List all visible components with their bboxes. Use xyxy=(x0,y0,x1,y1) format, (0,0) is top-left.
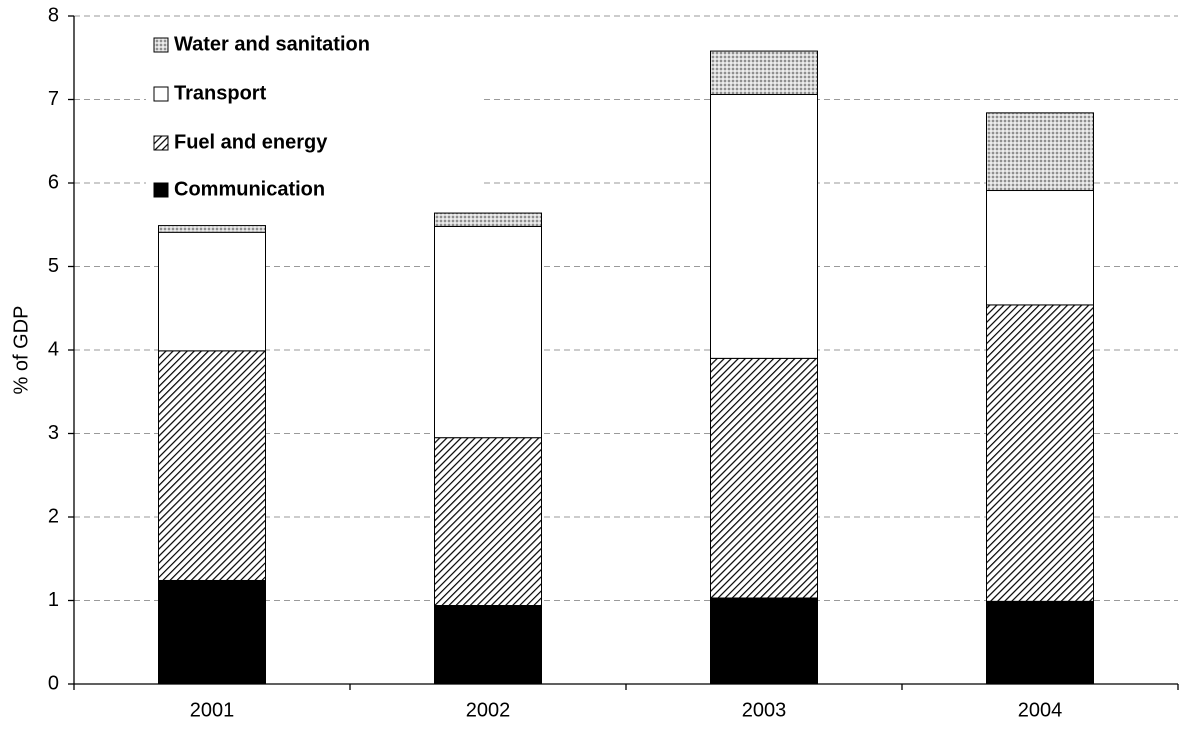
legend-label-communication: Communication xyxy=(174,178,325,200)
bar-water-and-sanitation-2001 xyxy=(158,225,266,233)
bar-communication-2003 xyxy=(710,597,818,685)
bar-communication-2002 xyxy=(434,605,542,685)
bar-water-and-sanitation-2004 xyxy=(986,112,1094,192)
legend-label-transport: Transport xyxy=(174,82,267,104)
bar-fuel-and-energy-2001 xyxy=(158,350,266,581)
legend-swatch-fuel-and-energy xyxy=(153,135,169,151)
bar-water-and-sanitation-2002 xyxy=(434,212,542,227)
bars: 2001 2002 2003 2004 xyxy=(158,50,1094,721)
bar-communication-2001 xyxy=(158,579,266,685)
x-tick-label: 2004 xyxy=(1018,699,1063,721)
bar-fuel-and-energy-2004 xyxy=(986,304,1094,602)
legend-swatch-transport xyxy=(153,86,169,102)
y-tick-label: 5 xyxy=(48,255,59,277)
legend-swatch-communication xyxy=(153,182,169,198)
legend-label-water-and-sanitation: Water and sanitation xyxy=(174,33,370,55)
bar-transport-2004 xyxy=(986,190,1094,306)
x-tick-label: 2002 xyxy=(466,699,511,721)
y-tick-label: 0 xyxy=(48,672,59,694)
y-tick-label: 4 xyxy=(48,338,59,360)
axes: 0 1 2 3 4 5 6 7 8 xyxy=(48,4,1179,694)
legend-label-fuel-and-energy: Fuel and energy xyxy=(174,131,328,153)
bar-water-and-sanitation-2003 xyxy=(710,50,818,95)
bar-transport-2002 xyxy=(434,225,542,439)
bar-transport-2003 xyxy=(710,93,818,359)
bar-communication-2004 xyxy=(986,600,1094,685)
y-tick-label: 8 xyxy=(48,4,59,26)
x-tick-label: 2001 xyxy=(190,699,235,721)
y-tick-label: 1 xyxy=(48,589,59,611)
y-axis-title: % of GDP xyxy=(10,306,32,395)
y-tick-label: 2 xyxy=(48,505,59,527)
bar-transport-2001 xyxy=(158,231,266,352)
y-tick-label: 6 xyxy=(48,171,59,193)
y-tick-label: 3 xyxy=(48,422,59,444)
x-tick-label: 2003 xyxy=(742,699,787,721)
legend-background xyxy=(146,22,482,212)
bar-fuel-and-energy-2003 xyxy=(710,357,818,599)
legend: Water and sanitation Transport Fuel and en… xyxy=(146,22,482,212)
y-tick-label: 7 xyxy=(48,88,59,110)
bar-fuel-and-energy-2002 xyxy=(434,437,542,607)
legend-swatch-water-and-sanitation xyxy=(153,37,169,53)
